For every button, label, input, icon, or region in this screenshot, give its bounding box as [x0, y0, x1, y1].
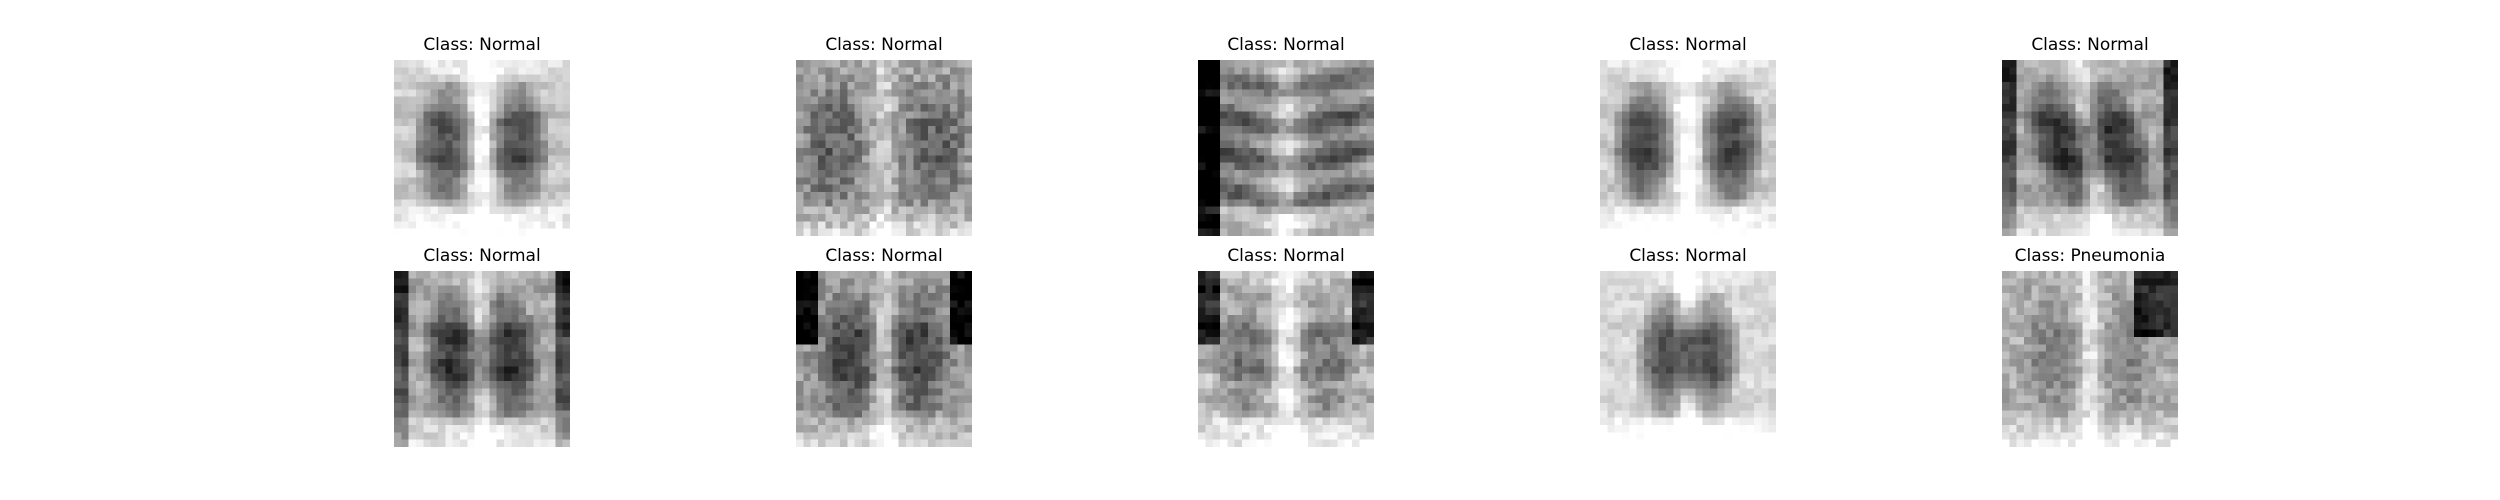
chest-xray-image [1600, 271, 1776, 447]
chest-xray-image [2002, 271, 2178, 447]
panel-title: Class: Normal [1227, 246, 1345, 266]
panel-title: Class: Normal [1629, 246, 1747, 266]
chest-xray-image [796, 271, 972, 447]
panel-title: Class: Normal [1227, 35, 1345, 55]
panel-title: Class: Normal [423, 35, 541, 55]
chest-xray-image [394, 271, 570, 447]
panel-title: Class: Normal [1629, 35, 1747, 55]
panel-title: Class: Normal [825, 246, 943, 266]
panel-title: Class: Normal [825, 35, 943, 55]
panel-title: Class: Pneumonia [2014, 246, 2166, 266]
panel-title: Class: Normal [423, 246, 541, 266]
chest-xray-image [796, 60, 972, 236]
chest-xray-image [1198, 60, 1374, 236]
chest-xray-image [1198, 271, 1374, 447]
chest-xray-image [394, 60, 570, 236]
chest-xray-image [2002, 60, 2178, 236]
chest-xray-image [1600, 60, 1776, 236]
panel-title: Class: Normal [2031, 35, 2149, 55]
